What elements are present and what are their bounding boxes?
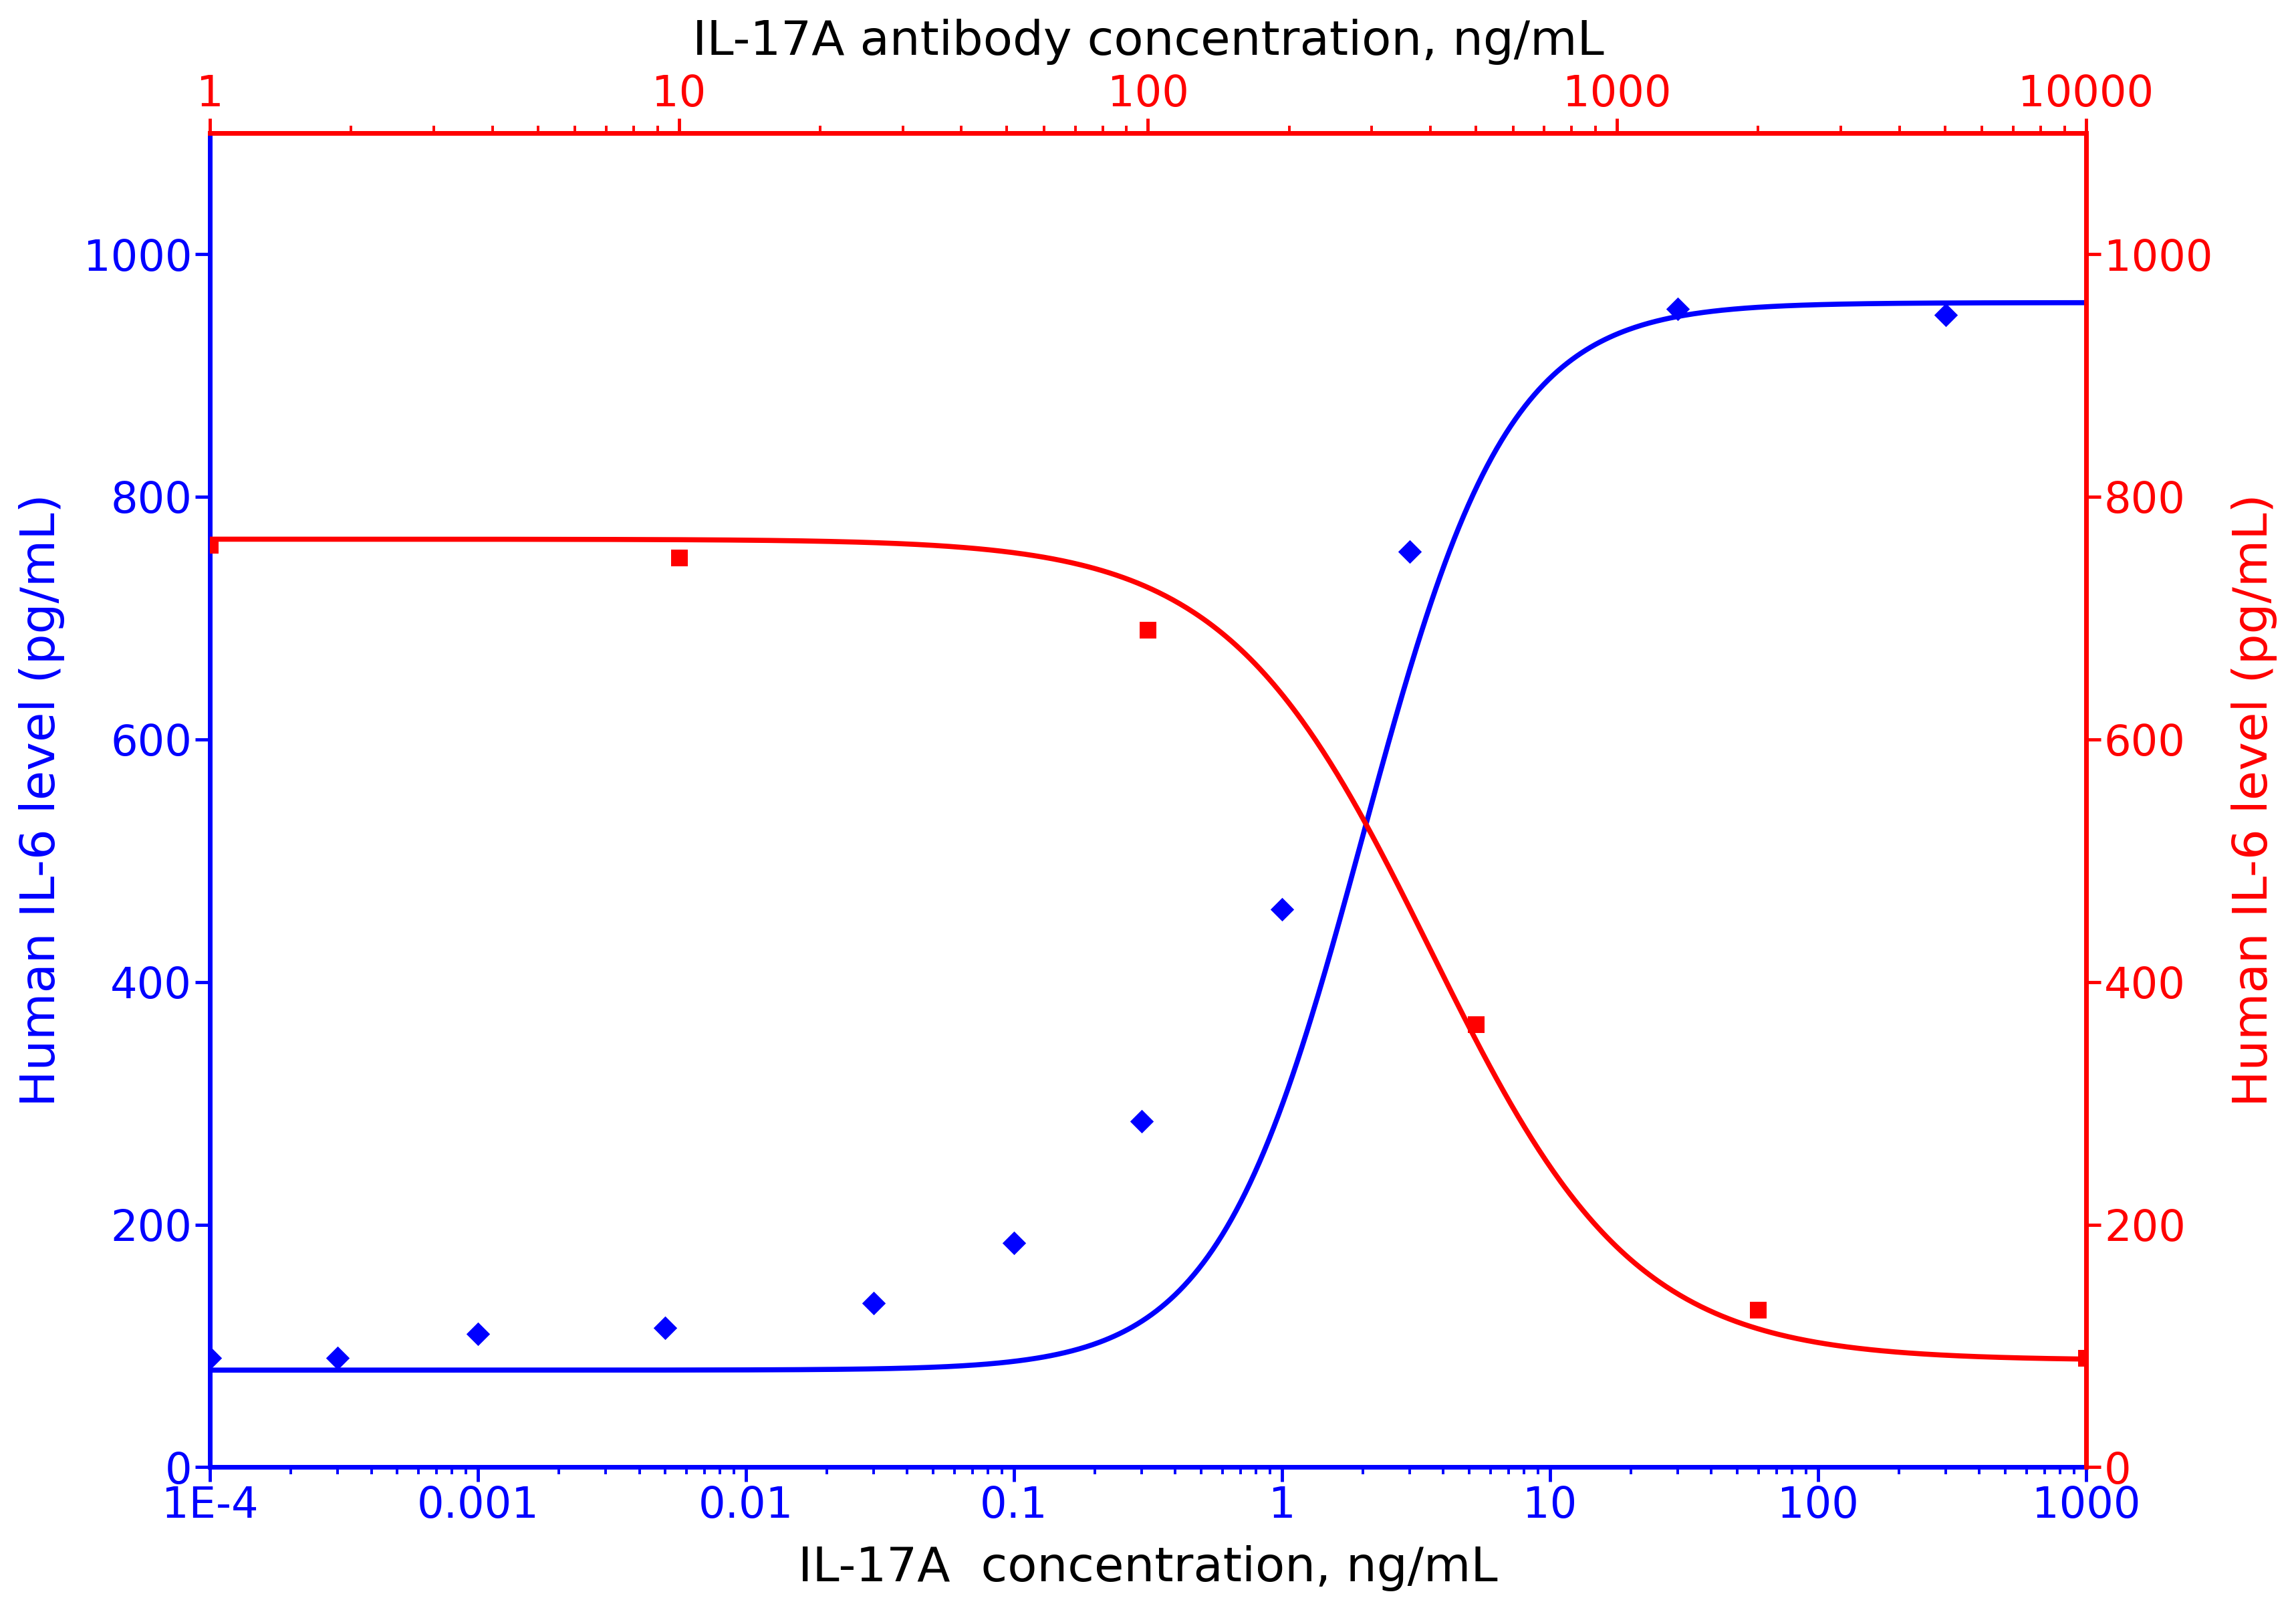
X-axis label: IL-17A antibody concentration, ng/mL: IL-17A antibody concentration, ng/mL: [691, 19, 1605, 64]
Y-axis label: Human IL-6 level (pg/mL): Human IL-6 level (pg/mL): [2232, 494, 2278, 1106]
Point: [1263, 897, 1300, 923]
Point: [661, 544, 698, 570]
Point: [1391, 538, 1428, 563]
X-axis label: IL-17A  concentration, ng/mL: IL-17A concentration, ng/mL: [799, 1546, 1497, 1591]
Point: [2069, 1344, 2105, 1370]
Point: [191, 1344, 227, 1370]
Point: [459, 1320, 496, 1346]
Point: [856, 1291, 893, 1317]
Point: [996, 1230, 1033, 1256]
Point: [1660, 296, 1697, 322]
Point: [1740, 1296, 1777, 1322]
Point: [1123, 1109, 1159, 1135]
Point: [191, 533, 227, 559]
Point: [647, 1315, 684, 1341]
Point: [1929, 303, 1965, 328]
Point: [1130, 617, 1166, 642]
Point: [319, 1344, 356, 1370]
Y-axis label: Human IL-6 level (pg/mL): Human IL-6 level (pg/mL): [18, 494, 64, 1106]
Point: [1458, 1011, 1495, 1037]
